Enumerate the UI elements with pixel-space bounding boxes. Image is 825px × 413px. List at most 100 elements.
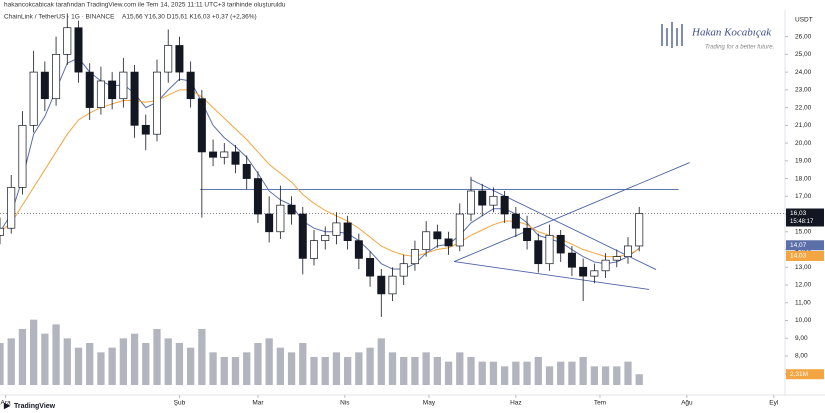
volume-bar xyxy=(63,338,71,385)
candle-body xyxy=(265,213,274,233)
candle-body xyxy=(556,234,565,254)
volume-bar xyxy=(321,357,329,385)
volume-bar xyxy=(142,343,150,385)
volume-bar xyxy=(119,338,128,385)
volume-bar xyxy=(153,329,161,385)
x-tick-label: Mar xyxy=(252,400,264,407)
x-tick-label: Eyl xyxy=(769,400,779,407)
x-tick-label: Ağu xyxy=(681,400,693,407)
candle-body xyxy=(96,80,105,108)
candle-body xyxy=(40,71,49,100)
x-tick-label: Tem xyxy=(594,400,606,407)
price-label-box xyxy=(786,250,824,261)
volume-bar xyxy=(624,361,632,385)
ohlc-readout: A15,66 Y16,30 D15,61 K16,03 +0,37 (+2,36… xyxy=(122,14,257,21)
y-tick-label: 19,00 xyxy=(795,158,812,165)
volume-bar xyxy=(175,343,184,385)
candle-body xyxy=(388,275,397,295)
volume-bar xyxy=(411,357,419,385)
candle-body xyxy=(410,249,419,265)
volume-bar xyxy=(512,361,520,385)
candle-body xyxy=(276,204,285,233)
y-tick-label: 8,00 xyxy=(795,353,808,360)
volume-bar xyxy=(276,347,285,385)
ma-line xyxy=(0,89,640,258)
x-tick-label: Şub xyxy=(174,400,186,407)
x-tick-label: Haz xyxy=(510,400,522,407)
candle-body xyxy=(321,234,330,241)
candle-body xyxy=(209,151,218,158)
candle-body xyxy=(74,27,83,73)
candle-body xyxy=(455,213,464,247)
footer-logo: ▶ xyxy=(3,401,11,410)
volume-bar xyxy=(332,352,341,385)
volume-bar xyxy=(590,366,599,385)
footer-brand: TradingView xyxy=(14,403,56,410)
volume-bar xyxy=(108,347,116,385)
candle-body xyxy=(85,71,94,108)
volume-bar xyxy=(568,361,576,385)
candle-body xyxy=(601,259,610,272)
candle-body xyxy=(287,204,296,215)
candle-body xyxy=(108,80,117,100)
volume-bar xyxy=(299,343,307,385)
candle-body xyxy=(332,222,341,236)
x-tick-label: Ara xyxy=(1,400,12,407)
candle-body xyxy=(153,71,161,135)
volume-bar xyxy=(287,352,296,385)
y-tick-label: 22,00 xyxy=(795,104,812,111)
price-label-box xyxy=(786,240,824,251)
countdown: 15:48:17 xyxy=(790,219,814,225)
candle-body xyxy=(119,71,128,100)
symbol-title: ChainLink / TetherUS · 1G · BINANCE xyxy=(4,14,115,21)
watermark-slogan: Trading for a better future. xyxy=(705,45,774,51)
y-tick-label: 18,00 xyxy=(795,175,812,182)
volume-bar xyxy=(456,352,464,385)
volume-bar xyxy=(29,319,38,385)
volume-bar xyxy=(164,338,172,385)
volume-bar xyxy=(243,352,251,385)
volume-bar xyxy=(500,366,509,385)
volume-bar xyxy=(422,352,430,385)
volume-bar xyxy=(478,361,486,385)
candle-body xyxy=(141,124,150,135)
volume-bar xyxy=(220,357,228,385)
volume-label-box xyxy=(786,369,824,380)
candle-body xyxy=(298,213,307,259)
volume-bar xyxy=(388,352,397,385)
volume-bar xyxy=(254,343,262,385)
y-tick-label: 15,00 xyxy=(795,228,812,235)
price-label: 14,07 xyxy=(790,242,807,249)
candle-body xyxy=(175,45,184,73)
candle-body xyxy=(377,275,386,295)
volume-bar xyxy=(74,347,83,385)
y-tick-label: 13,00 xyxy=(795,264,812,271)
candle-body xyxy=(433,231,442,240)
y-tick-label: 21,00 xyxy=(795,122,812,129)
candle-body xyxy=(534,240,543,265)
candle-body xyxy=(366,258,375,277)
volume-bar xyxy=(400,357,408,385)
volume-bar xyxy=(186,347,195,385)
volume-bar xyxy=(377,338,385,385)
volume-bar xyxy=(86,343,94,385)
price-label: 16,03 xyxy=(790,210,807,217)
candle-body xyxy=(624,245,632,257)
volume-bar xyxy=(209,352,217,385)
candle-body xyxy=(18,124,27,188)
volume-bar xyxy=(579,357,587,385)
watermark-logo xyxy=(661,22,683,48)
currency: USDT xyxy=(795,17,813,24)
candle-body xyxy=(63,27,72,55)
candle-body xyxy=(52,54,61,100)
y-tick-label: 9,00 xyxy=(795,335,808,342)
candle-body xyxy=(567,252,576,268)
candle-body xyxy=(579,266,588,277)
volume-bar xyxy=(310,357,318,385)
credit: hakancokcabicak tarafından TradingView.c… xyxy=(4,2,286,9)
y-tick-label: 25,00 xyxy=(795,51,812,58)
volume-bar xyxy=(265,338,273,385)
volume-bar xyxy=(557,361,565,385)
volume-bar xyxy=(355,352,363,385)
